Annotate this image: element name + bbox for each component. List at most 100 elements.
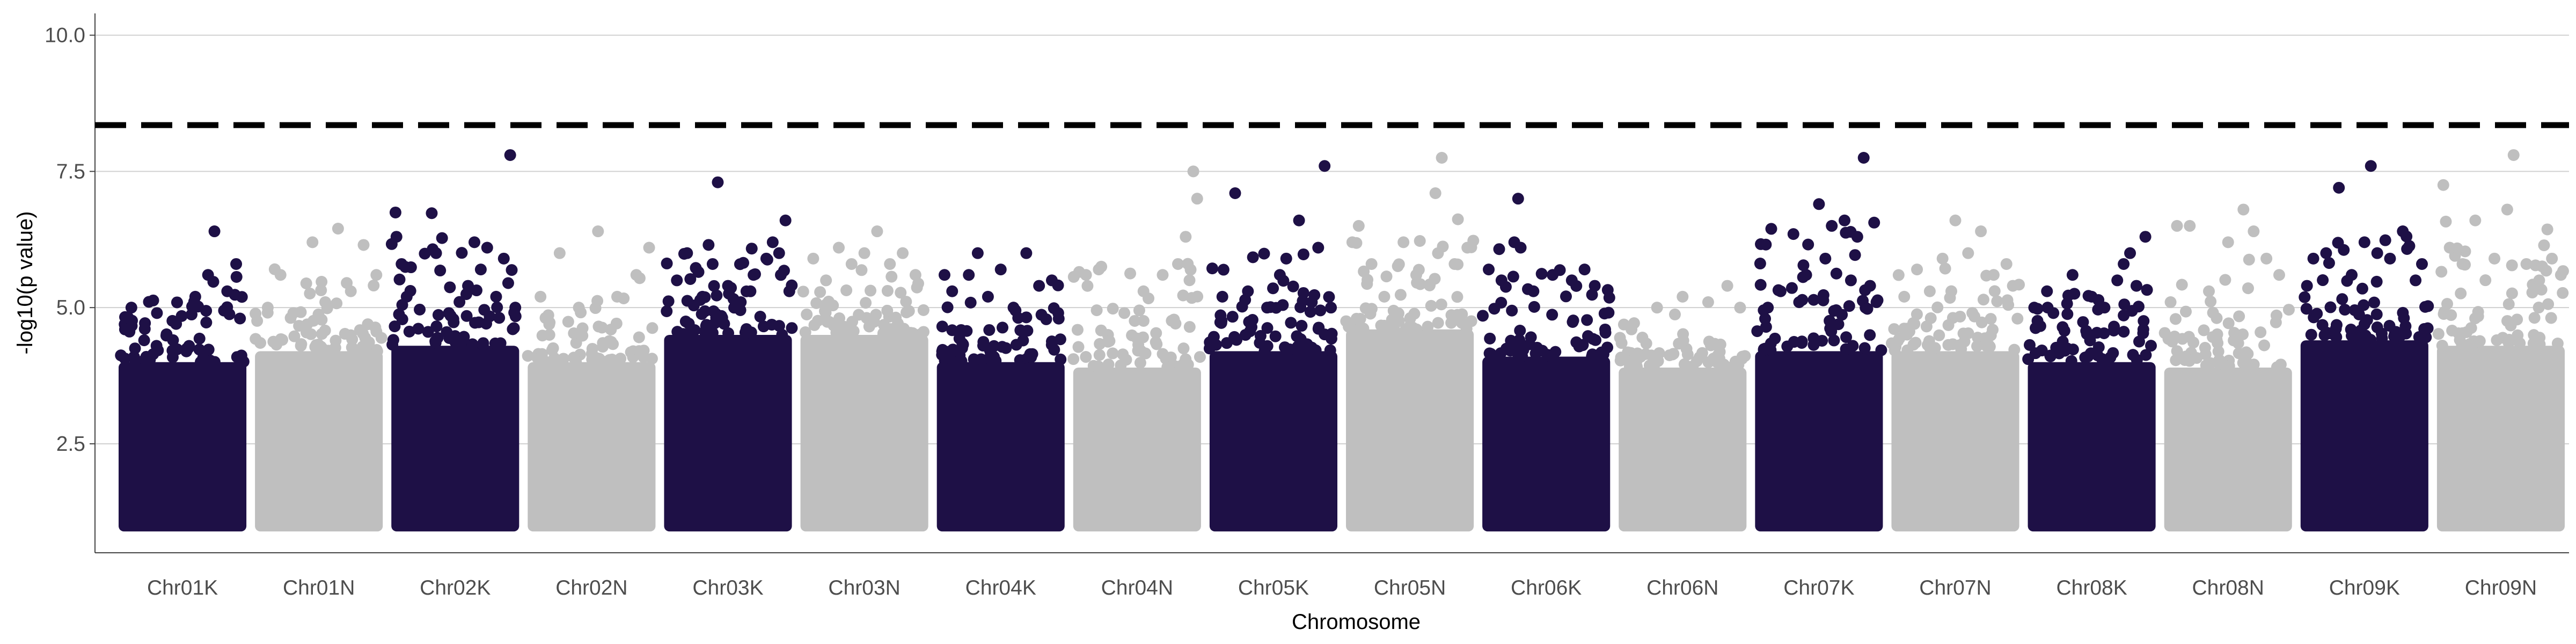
x-tick-label-Chr08N: Chr08N xyxy=(2192,576,2264,599)
snp-point xyxy=(1129,314,1141,327)
snp-point xyxy=(2511,313,2523,326)
point-cloud-Chr02K xyxy=(391,346,519,532)
snp-point xyxy=(2057,321,2069,333)
snp-point xyxy=(1528,301,1540,313)
snp-point xyxy=(1226,311,1239,323)
snp-point xyxy=(1704,337,1717,349)
snp-point xyxy=(1500,342,1512,355)
snp-peak-point xyxy=(2047,307,2060,319)
snp-point xyxy=(1055,353,1067,365)
snp-point xyxy=(1802,238,1814,251)
snp-point xyxy=(1091,304,1103,317)
snp-point xyxy=(1025,351,1037,363)
snp-peak-point xyxy=(1565,274,1578,287)
snp-point xyxy=(548,352,560,364)
snp-peak-point xyxy=(1187,165,1199,178)
snp-point xyxy=(2455,287,2467,299)
snp-point xyxy=(2368,296,2380,309)
snp-point xyxy=(2011,312,2024,325)
snp-peak-point xyxy=(2533,274,2545,287)
snp-peak-point xyxy=(2365,160,2377,172)
snp-peak-point xyxy=(748,269,760,281)
snp-point xyxy=(1864,329,1876,341)
x-tick-label-Chr09N: Chr09N xyxy=(2465,576,2537,599)
snp-peak-point xyxy=(1410,269,1422,281)
snp-peak-point xyxy=(1461,241,1474,254)
snp-peak-point xyxy=(1936,252,1949,265)
snp-point xyxy=(1840,343,1852,355)
snp-point xyxy=(1017,334,1029,347)
snp-point xyxy=(389,320,401,333)
snp-point xyxy=(2107,347,2119,359)
snp-point xyxy=(2324,301,2337,313)
snp-point xyxy=(429,335,442,347)
x-tick-label-Chr05N: Chr05N xyxy=(1374,576,1446,599)
snp-point xyxy=(1452,213,1464,225)
snp-point xyxy=(1788,336,1800,348)
snp-point xyxy=(1177,358,1189,370)
point-cloud-Chr01N xyxy=(255,351,383,532)
snp-peak-point xyxy=(1975,225,1987,238)
snp-point xyxy=(1508,336,1520,348)
snp-point xyxy=(745,243,758,255)
snp-point xyxy=(2067,343,2079,356)
snp-point xyxy=(363,336,375,348)
snp-point xyxy=(1535,268,1548,280)
snp-point xyxy=(1067,353,1080,365)
snp-point xyxy=(2375,327,2388,340)
snp-peak-point xyxy=(535,290,547,303)
snp-point xyxy=(2199,348,2212,361)
snp-point xyxy=(2077,316,2089,328)
snp-peak-point xyxy=(1157,269,1169,281)
snp-point xyxy=(129,354,142,367)
snp-point xyxy=(2282,304,2295,316)
snp-point xyxy=(250,333,262,345)
snp-point xyxy=(2118,326,2130,338)
snp-point xyxy=(2348,304,2361,316)
snp-peak-point xyxy=(871,225,883,238)
point-cloud-Chr09N xyxy=(2436,346,2565,532)
snp-point xyxy=(2356,282,2368,295)
snp-point xyxy=(1589,334,1601,346)
snp-point xyxy=(1885,337,1898,349)
x-tick-label-Chr05K: Chr05K xyxy=(1238,576,1309,599)
snp-peak-point xyxy=(971,247,984,259)
snp-point xyxy=(494,337,507,349)
snp-peak-point xyxy=(1851,231,1863,243)
chromosome-Chr07N xyxy=(1885,214,2025,532)
snp-point xyxy=(911,281,923,294)
chromosome-Chr02K xyxy=(385,149,522,532)
snp-point xyxy=(855,264,868,276)
snp-point xyxy=(288,330,301,342)
snp-point xyxy=(1981,340,1993,353)
snp-point xyxy=(1507,270,1519,283)
snp-point xyxy=(1364,308,1377,320)
snp-point xyxy=(1269,330,1282,342)
snp-point xyxy=(757,320,770,333)
snp-point xyxy=(2527,337,2540,349)
snp-point xyxy=(1506,304,1518,317)
snp-point xyxy=(1602,306,1615,319)
snp-point xyxy=(1301,338,1313,350)
snp-point xyxy=(2469,312,2482,325)
snp-peak-point xyxy=(1512,193,1524,205)
snp-point xyxy=(708,280,720,292)
snp-peak-point xyxy=(1293,214,1305,226)
snp-peak-point xyxy=(858,247,870,259)
snp-point xyxy=(1739,350,1751,362)
snp-point xyxy=(1131,332,1144,345)
snp-point xyxy=(870,309,882,321)
snp-peak-point xyxy=(1020,247,1033,259)
snp-point xyxy=(2207,306,2219,319)
point-cloud-Chr06K xyxy=(1482,356,1611,532)
snp-point xyxy=(458,331,470,343)
snp-point xyxy=(434,265,447,277)
snp-point xyxy=(2339,304,2351,316)
snp-point xyxy=(1991,295,2003,308)
snp-point xyxy=(300,277,312,290)
snp-peak-point xyxy=(573,302,585,314)
snp-point xyxy=(460,310,473,322)
snp-point xyxy=(522,350,534,362)
chromosome-Chr09K xyxy=(2299,160,2434,532)
snp-peak-point xyxy=(2203,285,2215,297)
